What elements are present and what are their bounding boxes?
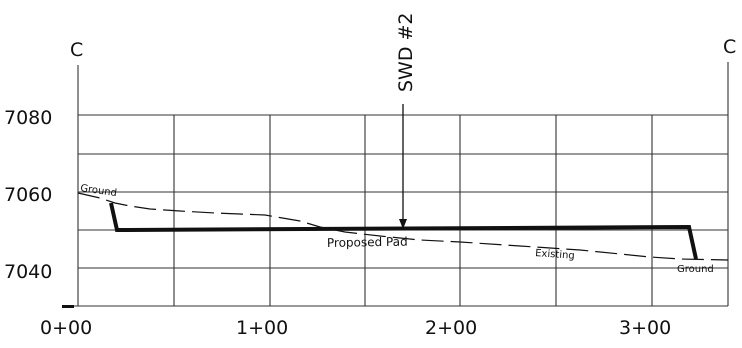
proposed-pad-label: Proposed Pad	[327, 235, 408, 250]
station-label: 3+00	[619, 317, 671, 339]
ground-label-right: Ground	[677, 264, 714, 275]
well-label: SWD #2	[395, 12, 417, 92]
ground-label-left: Ground	[80, 183, 118, 199]
station-label: 1+00	[236, 317, 288, 339]
station-label: 0+00	[40, 317, 92, 339]
grid	[62, 114, 729, 307]
section-marker-left: C	[70, 39, 83, 61]
well-pointer-arrow	[399, 219, 407, 229]
elevation-label: 7040	[4, 261, 52, 283]
origin-tick	[62, 305, 74, 308]
elevation-label: 7080	[4, 107, 52, 129]
existing-ground-line	[77, 192, 729, 261]
elevation-label: 7060	[4, 184, 52, 206]
existing-label: Existing	[535, 248, 575, 262]
station-label: 2+00	[425, 317, 477, 339]
section-marker-right: C	[723, 36, 736, 58]
